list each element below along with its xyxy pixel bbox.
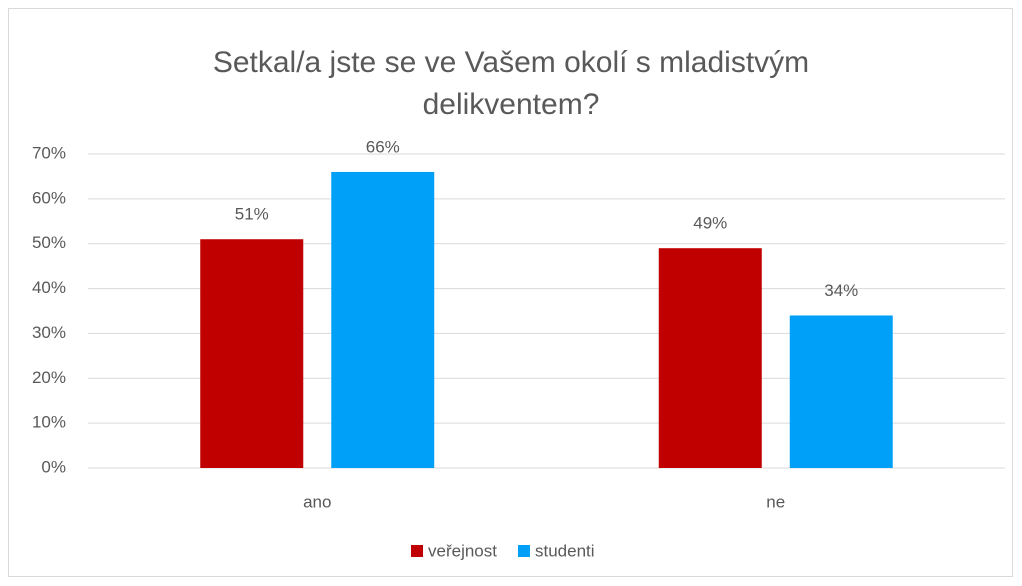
legend-label: studenti <box>535 541 595 560</box>
x-tick-label: ano <box>303 492 331 511</box>
bar <box>658 248 762 468</box>
bar <box>200 239 304 468</box>
legend-label: veřejnost <box>428 541 497 560</box>
data-label: 49% <box>693 214 727 233</box>
legend-swatch <box>517 545 530 557</box>
chart-frame <box>8 8 1013 577</box>
y-tick-label: 20% <box>32 368 66 387</box>
legend-swatch <box>411 545 423 557</box>
bar <box>331 171 435 468</box>
y-tick-label: 70% <box>32 143 66 162</box>
y-tick-label: 0% <box>41 457 66 476</box>
y-tick-label: 50% <box>32 233 66 252</box>
chart-title: Setkal/a jste se ve Vašem okolí s mladis… <box>212 46 810 121</box>
data-label: 66% <box>366 137 400 156</box>
y-tick-label: 40% <box>32 278 66 297</box>
data-label: 51% <box>235 205 269 224</box>
y-tick-label: 30% <box>32 323 66 342</box>
y-tick-label: 10% <box>32 413 66 432</box>
bar <box>789 315 893 468</box>
x-tick-label: ne <box>766 492 785 511</box>
data-label: 34% <box>824 281 858 300</box>
y-tick-label: 60% <box>32 188 66 207</box>
